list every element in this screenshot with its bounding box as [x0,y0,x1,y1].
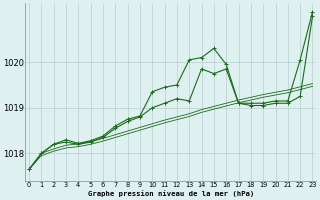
X-axis label: Graphe pression niveau de la mer (hPa): Graphe pression niveau de la mer (hPa) [88,190,254,197]
